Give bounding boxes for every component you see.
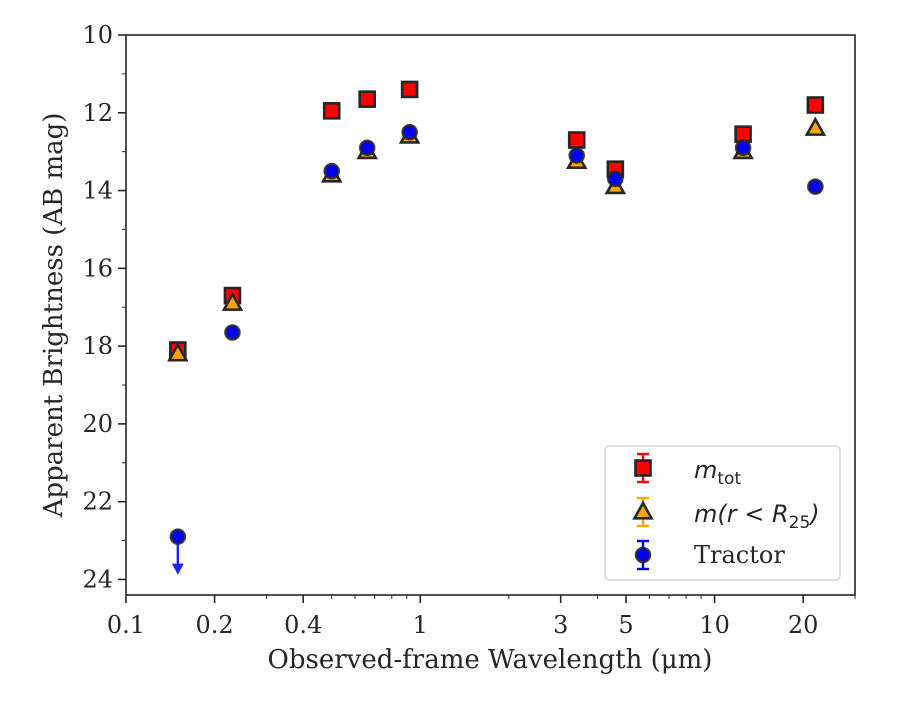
point-mtot	[358, 90, 376, 108]
point-tractor	[169, 528, 187, 545]
legend-mr25-main: m(r < R	[694, 500, 789, 528]
x-tick-label: 0.4	[284, 611, 322, 639]
legend-label-mtot: mtot	[694, 456, 741, 489]
y-tick-label: 24	[82, 565, 113, 593]
y-tick-label: 16	[82, 254, 113, 282]
legend-marker-mr25	[632, 496, 654, 528]
legend-mr25-sub: 25	[789, 513, 811, 533]
point-mtot	[567, 131, 586, 149]
y-tick-label: 20	[82, 410, 113, 438]
x-axis-label: Observed-frame Wavelength (μm)	[268, 645, 713, 675]
point-mr25	[804, 116, 827, 136]
point-mtot	[806, 96, 825, 114]
series-tractor	[169, 123, 824, 575]
point-tractor	[401, 123, 418, 141]
y-tick-label: 22	[82, 488, 113, 516]
upper-limit-arrow-head	[171, 563, 184, 575]
point-tractor	[607, 170, 624, 188]
plot-frame	[125, 34, 856, 596]
legend-box	[604, 445, 841, 581]
legend-mtot-sub: tot	[717, 469, 741, 489]
point-tractor	[734, 139, 752, 157]
x-tick-label: 10	[699, 611, 730, 639]
legend-label-mr25: m(r < R25)	[694, 500, 820, 533]
legend-mr25-tail: )	[808, 500, 819, 528]
legend-markers	[632, 452, 654, 571]
point-tractor	[807, 178, 824, 195]
legend: mtot m(r < R25) Tractor	[604, 445, 841, 581]
point-tractor	[224, 324, 241, 341]
point-tractor	[568, 147, 586, 164]
data-marks	[167, 80, 827, 575]
legend-symbol-mr25	[632, 500, 654, 520]
y-tick-label: 12	[82, 99, 113, 127]
y-tick-label: 18	[82, 332, 113, 360]
y-tick-label: 10	[82, 21, 113, 49]
x-tick-label: 20	[788, 611, 819, 639]
x-tick-label: 3	[553, 611, 568, 639]
point-mr25	[167, 342, 189, 362]
legend-symbol-mtot	[634, 459, 652, 477]
x-tick-label: 0.2	[196, 611, 234, 639]
x-tick-label: 0.1	[107, 611, 145, 639]
point-mr25	[221, 291, 244, 311]
point-mtot	[734, 125, 752, 143]
x-tick-label: 1	[413, 611, 428, 639]
legend-marker-mtot	[634, 452, 652, 484]
point-tractor	[358, 139, 376, 157]
legend-marker-tractor	[634, 539, 652, 571]
legend-symbol-tractor	[634, 546, 652, 564]
legend-mtot-main: m	[694, 456, 717, 484]
legend-label-tractor: Tractor	[694, 541, 785, 569]
point-mtot	[400, 80, 419, 99]
point-mtot	[322, 102, 341, 120]
x-tick-label: 5	[618, 611, 633, 639]
point-tractor	[323, 162, 341, 180]
y-axis-label: Apparent Brightness (AB mag)	[39, 113, 69, 519]
axis-ticks: 10 12 14 16 18 20 22 24 0.1 0.2 0.4 1 3 5 10 20	[82, 21, 856, 639]
y-tick-label: 14	[82, 177, 113, 205]
